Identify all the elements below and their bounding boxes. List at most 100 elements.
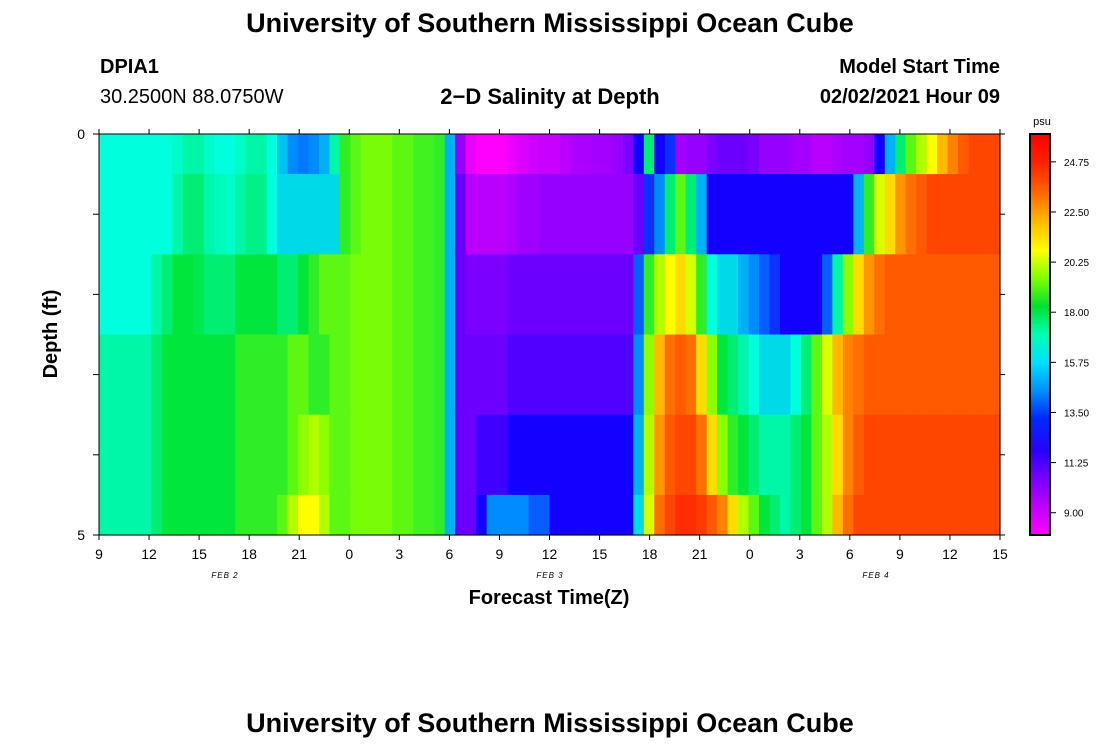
heatmap-cell <box>643 134 655 175</box>
heatmap-cell <box>224 254 236 336</box>
colorbar-tick-label: 22.50 <box>1064 208 1089 219</box>
heatmap-cell <box>266 254 278 336</box>
heatmap-cell <box>423 334 435 416</box>
heatmap-cell <box>759 174 771 255</box>
heatmap-cell <box>937 494 949 536</box>
heatmap-cell <box>214 174 226 255</box>
heatmap-cell <box>214 254 226 336</box>
heatmap-cell <box>685 334 697 416</box>
heatmap-cell <box>654 414 666 496</box>
heatmap-cell <box>392 134 404 175</box>
heatmap-cell <box>465 334 477 416</box>
heatmap-cell <box>559 334 572 416</box>
x-tick-label: 0 <box>345 546 353 562</box>
heatmap-cell <box>444 174 456 255</box>
heatmap-cell <box>109 134 121 175</box>
heatmap-cell <box>811 254 823 336</box>
heatmap-cell <box>748 334 760 416</box>
heatmap-cell <box>339 414 352 496</box>
heatmap-cell <box>790 174 802 255</box>
heatmap-cell <box>769 494 781 536</box>
heatmap-cell <box>298 134 310 175</box>
heatmap-cell <box>518 254 530 336</box>
heatmap-cell <box>235 494 247 536</box>
heatmap-cell <box>350 334 362 416</box>
heatmap-cell <box>151 134 163 175</box>
heatmap-cell <box>580 254 593 336</box>
heatmap-cell <box>675 494 687 536</box>
heatmap-cells <box>99 134 1001 536</box>
heatmap-cell <box>549 174 561 255</box>
heatmap-cell <box>821 414 833 496</box>
heatmap-cell <box>151 254 163 336</box>
heatmap-cell <box>570 134 582 175</box>
heatmap-cell <box>130 174 142 255</box>
heatmap-cell <box>654 254 666 336</box>
heatmap-cell <box>979 334 991 416</box>
heatmap-cell <box>298 254 310 336</box>
heatmap-cell <box>497 414 509 496</box>
heatmap-cell <box>853 174 865 255</box>
colorbar-tick-label: 9.00 <box>1064 509 1084 520</box>
heatmap-cell <box>706 254 718 336</box>
heatmap-cell <box>842 174 854 255</box>
heatmap-cell <box>926 414 938 496</box>
heatmap-cell <box>968 254 980 336</box>
heatmap-cell <box>256 174 268 255</box>
heatmap-cell <box>685 494 697 536</box>
heatmap-cell <box>245 334 257 416</box>
heatmap-cell <box>245 494 257 536</box>
heatmap-cell <box>287 134 299 175</box>
y-axis: 05 <box>77 126 1005 543</box>
x-tick-label: 9 <box>896 546 904 562</box>
heatmap-cell <box>539 414 551 496</box>
heatmap-cell <box>905 334 917 416</box>
heatmap-cell <box>161 494 173 536</box>
heatmap-cell <box>821 174 833 255</box>
colorbar-unit: psu <box>1033 116 1051 128</box>
heatmap-cell <box>947 174 959 255</box>
heatmap-cell <box>444 134 456 175</box>
x-tick-label: 6 <box>846 546 854 562</box>
heatmap-cell <box>874 134 886 175</box>
station-coordinates: 30.2500N 88.0750W <box>100 86 284 108</box>
heatmap-cell <box>769 174 781 255</box>
x-tick-label: 15 <box>191 546 207 562</box>
heatmap-cell <box>161 134 173 175</box>
heatmap-cell <box>245 134 257 175</box>
heatmap-cell <box>172 174 184 255</box>
heatmap-cell <box>423 494 435 536</box>
heatmap-cell <box>759 414 771 496</box>
heatmap-cell <box>811 494 823 536</box>
heatmap-cell <box>339 494 352 536</box>
heatmap-cell <box>224 134 236 175</box>
heatmap-cell <box>916 334 928 416</box>
heatmap-cell <box>381 494 393 536</box>
heatmap-cell <box>455 174 467 255</box>
heatmap-cell <box>518 334 530 416</box>
heatmap-cell <box>109 334 121 416</box>
heatmap-cell <box>863 134 875 175</box>
heatmap-cell <box>759 334 771 416</box>
heatmap-cell <box>979 494 991 536</box>
heatmap-cell <box>654 174 666 255</box>
heatmap-cell <box>559 414 572 496</box>
heatmap-cell <box>821 134 833 175</box>
heatmap-cell <box>800 134 813 175</box>
x-tick-label: 12 <box>542 546 558 562</box>
heatmap-cell <box>497 134 509 175</box>
heatmap-cell <box>884 254 896 336</box>
heatmap-cell <box>151 494 163 536</box>
heatmap-cell <box>675 414 687 496</box>
heatmap-cell <box>717 414 729 496</box>
heatmap-cell <box>958 174 970 255</box>
heatmap-cell <box>214 414 226 496</box>
heatmap-cell <box>235 174 247 255</box>
heatmap-cell <box>507 494 519 536</box>
heatmap-cell <box>779 134 792 175</box>
heatmap-cell <box>277 174 289 255</box>
heatmap-cell <box>360 334 372 416</box>
heatmap-cell <box>800 334 813 416</box>
footer-title: University of Southern Mississippi Ocean… <box>246 708 854 738</box>
heatmap-cell <box>256 334 268 416</box>
